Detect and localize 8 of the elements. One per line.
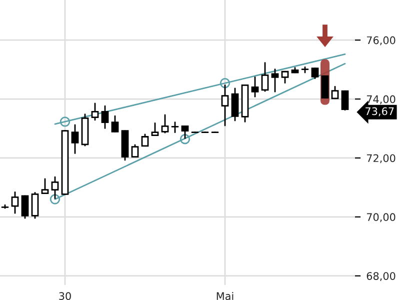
x-tick-label: 30 bbox=[59, 292, 71, 300]
y-tick-label: 70,00 bbox=[366, 213, 396, 222]
y-tick-label: 72,00 bbox=[366, 154, 396, 164]
y-tick-label: 68,00 bbox=[366, 272, 396, 282]
text: 73,67 bbox=[366, 107, 394, 116]
y-tick-label: 76,00 bbox=[366, 36, 396, 46]
y-tick-label: 74,00 bbox=[366, 95, 396, 104]
x-tick-label: Mai bbox=[216, 292, 234, 300]
